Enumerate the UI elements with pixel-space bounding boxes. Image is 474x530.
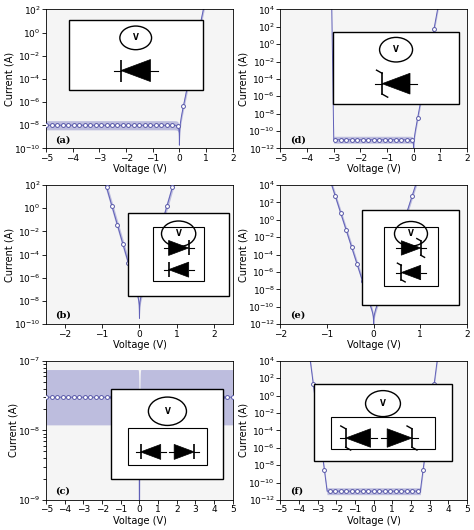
Text: (c): (c) — [55, 487, 70, 496]
X-axis label: Voltage (V): Voltage (V) — [112, 516, 166, 526]
FancyBboxPatch shape — [333, 32, 459, 104]
Polygon shape — [141, 445, 161, 460]
Y-axis label: Current (A): Current (A) — [238, 52, 248, 106]
X-axis label: Voltage (V): Voltage (V) — [112, 340, 166, 350]
Circle shape — [162, 221, 196, 246]
Text: (e): (e) — [290, 311, 305, 320]
Text: V: V — [176, 229, 182, 239]
Polygon shape — [346, 429, 371, 447]
Polygon shape — [401, 241, 421, 255]
FancyBboxPatch shape — [69, 21, 203, 90]
Y-axis label: Current (A): Current (A) — [4, 227, 14, 281]
FancyBboxPatch shape — [363, 210, 459, 305]
FancyBboxPatch shape — [111, 388, 223, 479]
X-axis label: Voltage (V): Voltage (V) — [112, 164, 166, 174]
Polygon shape — [401, 266, 421, 280]
Polygon shape — [169, 262, 189, 277]
Circle shape — [148, 397, 186, 426]
Text: V: V — [380, 399, 386, 408]
Text: (a): (a) — [55, 135, 71, 144]
Circle shape — [365, 391, 401, 417]
Polygon shape — [174, 445, 194, 460]
X-axis label: Voltage (V): Voltage (V) — [347, 516, 401, 526]
Circle shape — [120, 26, 152, 50]
Circle shape — [394, 222, 428, 246]
Text: (f): (f) — [290, 487, 303, 496]
Y-axis label: Current (A): Current (A) — [238, 227, 248, 281]
Text: (d): (d) — [290, 135, 306, 144]
Y-axis label: Current (A): Current (A) — [8, 403, 18, 457]
Polygon shape — [387, 429, 412, 447]
X-axis label: Voltage (V): Voltage (V) — [347, 164, 401, 174]
FancyBboxPatch shape — [128, 213, 229, 296]
Text: V: V — [164, 407, 170, 416]
Circle shape — [380, 38, 412, 62]
Text: (b): (b) — [55, 311, 72, 320]
FancyBboxPatch shape — [314, 384, 452, 461]
Y-axis label: Current (A): Current (A) — [4, 52, 14, 106]
X-axis label: Voltage (V): Voltage (V) — [347, 340, 401, 350]
Polygon shape — [382, 73, 410, 94]
Polygon shape — [169, 241, 189, 255]
Text: V: V — [408, 229, 414, 239]
Polygon shape — [121, 59, 150, 82]
Text: V: V — [133, 33, 139, 42]
Text: V: V — [393, 45, 399, 54]
Y-axis label: Current (A): Current (A) — [238, 403, 248, 457]
